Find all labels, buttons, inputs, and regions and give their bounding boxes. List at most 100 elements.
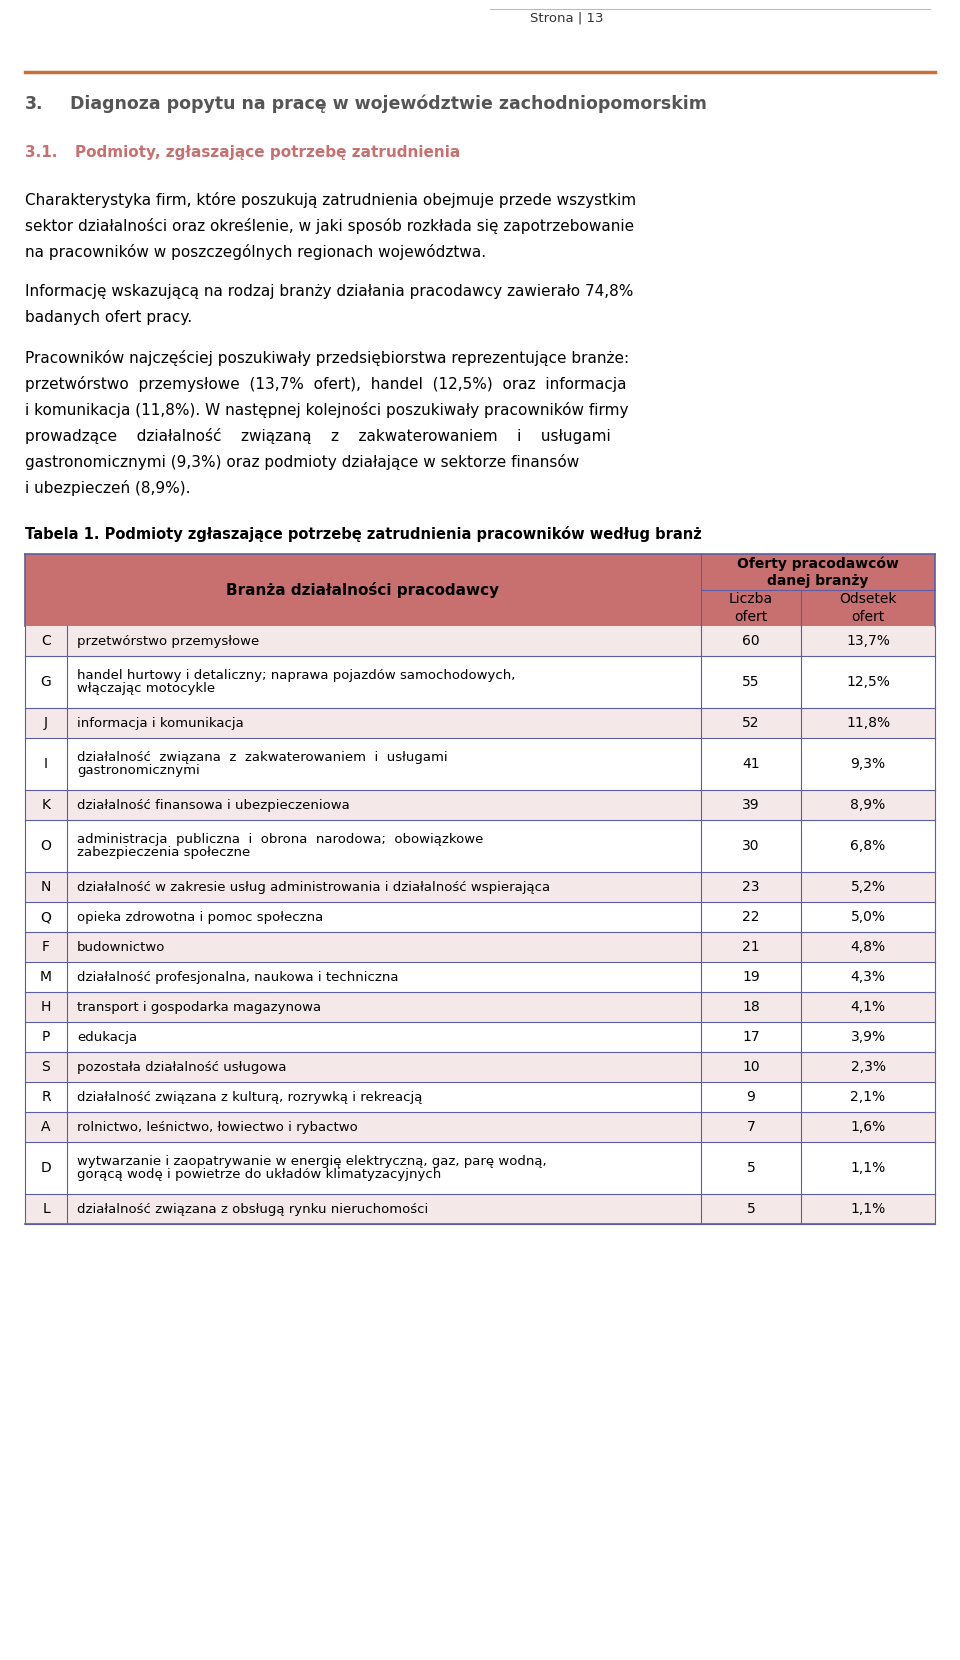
Bar: [25, 626, 935, 656]
Text: przetwórstwo  przemysłowe  (13,7%  ofert),  handel  (12,5%)  oraz  informacja: przetwórstwo przemysłowe (13,7% ofert), …: [25, 377, 627, 392]
Bar: [25, 993, 935, 1023]
Text: 52: 52: [742, 715, 759, 730]
Text: działalność  związana  z  zakwaterowaniem  i  usługami: działalność związana z zakwaterowaniem i…: [77, 750, 447, 764]
Text: zabezpieczenia społeczne: zabezpieczenia społeczne: [77, 847, 251, 858]
Text: 3.1.: 3.1.: [25, 144, 58, 159]
Text: 2,1%: 2,1%: [851, 1091, 885, 1104]
Text: I: I: [44, 757, 48, 770]
Bar: [25, 554, 701, 626]
Text: K: K: [41, 798, 51, 812]
Text: D: D: [40, 1160, 52, 1175]
Text: 18: 18: [742, 999, 760, 1014]
Bar: [25, 656, 935, 709]
Bar: [25, 709, 935, 739]
Text: J: J: [44, 715, 48, 730]
Text: 1,1%: 1,1%: [851, 1160, 886, 1175]
Bar: [25, 872, 935, 901]
Text: działalność związana z obsługą rynku nieruchomości: działalność związana z obsługą rynku nie…: [77, 1202, 428, 1215]
Text: edukacja: edukacja: [77, 1031, 137, 1044]
Text: i komunikacja (11,8%). W następnej kolejności poszukiwały pracowników firmy: i komunikacja (11,8%). W następnej kolej…: [25, 402, 629, 418]
Text: na pracowników w poszczególnych regionach województwa.: na pracowników w poszczególnych regionac…: [25, 244, 486, 261]
Text: 5: 5: [747, 1160, 756, 1175]
Bar: [25, 963, 935, 993]
Text: i ubezpieczeń (8,9%).: i ubezpieczeń (8,9%).: [25, 480, 190, 496]
Text: 1,6%: 1,6%: [851, 1120, 886, 1134]
Text: 1,1%: 1,1%: [851, 1202, 886, 1217]
Text: informacja i komunikacja: informacja i komunikacja: [77, 717, 244, 729]
Bar: [25, 901, 935, 931]
Text: Liczba
ofert: Liczba ofert: [729, 593, 773, 624]
Text: 60: 60: [742, 634, 759, 647]
Text: 30: 30: [742, 838, 759, 853]
Bar: [25, 1142, 935, 1194]
Text: 23: 23: [742, 880, 759, 895]
Text: rolnictwo, leśnictwo, łowiectwo i rybactwo: rolnictwo, leśnictwo, łowiectwo i rybact…: [77, 1120, 358, 1134]
Text: 13,7%: 13,7%: [846, 634, 890, 647]
Text: 8,9%: 8,9%: [851, 798, 886, 812]
Text: 2,3%: 2,3%: [851, 1061, 885, 1074]
Text: 4,1%: 4,1%: [851, 999, 885, 1014]
Bar: [25, 1052, 935, 1082]
Text: administracja  publiczna  i  obrona  narodowa;  obowiązkowe: administracja publiczna i obrona narodow…: [77, 833, 484, 847]
Text: 41: 41: [742, 757, 759, 770]
Text: P: P: [42, 1029, 50, 1044]
Text: 5,0%: 5,0%: [851, 910, 885, 925]
Text: 6,8%: 6,8%: [851, 838, 886, 853]
Bar: [25, 1194, 935, 1223]
Text: działalność profesjonalna, naukowa i techniczna: działalność profesjonalna, naukowa i tec…: [77, 971, 398, 983]
Text: 3.: 3.: [25, 95, 43, 113]
Text: 22: 22: [742, 910, 759, 925]
Text: 9,3%: 9,3%: [851, 757, 885, 770]
Text: działalność związana z kulturą, rozrywką i rekreacją: działalność związana z kulturą, rozrywką…: [77, 1091, 422, 1104]
Text: C: C: [41, 634, 51, 647]
Text: 4,8%: 4,8%: [851, 940, 885, 954]
Text: opieka zdrowotna i pomoc społeczna: opieka zdrowotna i pomoc społeczna: [77, 910, 324, 923]
Text: pozostała działalność usługowa: pozostała działalność usługowa: [77, 1061, 286, 1074]
Text: H: H: [41, 999, 51, 1014]
Bar: [25, 820, 935, 872]
Text: włączając motocykle: włączając motocykle: [77, 682, 215, 696]
Text: 19: 19: [742, 969, 760, 984]
Text: 4,3%: 4,3%: [851, 969, 885, 984]
Text: gastronomicznymi (9,3%) oraz podmioty działające w sektorze finansów: gastronomicznymi (9,3%) oraz podmioty dz…: [25, 453, 579, 470]
Text: Branża działalności pracodawcy: Branża działalności pracodawcy: [227, 583, 499, 598]
Text: Informację wskazującą na rodzaj branży działania pracodawcy zawierało 74,8%: Informację wskazującą na rodzaj branży d…: [25, 284, 634, 299]
Text: 21: 21: [742, 940, 759, 954]
Text: 5,2%: 5,2%: [851, 880, 885, 895]
Bar: [25, 739, 935, 790]
Text: handel hurtowy i detaliczny; naprawa pojazdów samochodowych,: handel hurtowy i detaliczny; naprawa poj…: [77, 669, 516, 682]
Bar: [25, 790, 935, 820]
Text: budownictwo: budownictwo: [77, 941, 165, 953]
Text: sektor działalności oraz określenie, w jaki sposób rozkłada się zapotrzebowanie: sektor działalności oraz określenie, w j…: [25, 217, 635, 234]
Text: 55: 55: [742, 676, 759, 689]
Text: gastronomicznymi: gastronomicznymi: [77, 764, 200, 777]
Text: badanych ofert pracy.: badanych ofert pracy.: [25, 310, 192, 325]
Text: Pracowników najczęściej poszukiwały przedsiębiorstwa reprezentujące branże:: Pracowników najczęściej poszukiwały prze…: [25, 350, 629, 365]
Text: 5: 5: [747, 1202, 756, 1217]
Text: G: G: [40, 676, 52, 689]
Text: A: A: [41, 1120, 51, 1134]
Text: Podmioty, zgłaszające potrzebę zatrudnienia: Podmioty, zgłaszające potrzebę zatrudnie…: [75, 144, 460, 159]
Text: działalność w zakresie usług administrowania i działalność wspierająca: działalność w zakresie usług administrow…: [77, 880, 550, 893]
Text: 3,9%: 3,9%: [851, 1029, 885, 1044]
Text: działalność finansowa i ubezpieczeniowa: działalność finansowa i ubezpieczeniowa: [77, 798, 349, 812]
Bar: [25, 1112, 935, 1142]
Bar: [25, 1023, 935, 1052]
Text: O: O: [40, 838, 52, 853]
Text: N: N: [41, 880, 51, 895]
Text: 10: 10: [742, 1061, 759, 1074]
Bar: [25, 931, 935, 963]
Bar: [701, 589, 935, 626]
Text: prowadzące    działalność    związaną    z    zakwaterowaniem    i    usługami: prowadzące działalność związaną z zakwat…: [25, 428, 611, 443]
Text: F: F: [42, 940, 50, 954]
Text: Tabela 1. Podmioty zgłaszające potrzebę zatrudnienia pracowników według branż: Tabela 1. Podmioty zgłaszające potrzebę …: [25, 526, 702, 543]
Text: L: L: [42, 1202, 50, 1217]
Text: 17: 17: [742, 1029, 759, 1044]
Text: Strona | 13: Strona | 13: [530, 12, 604, 25]
Text: 39: 39: [742, 798, 759, 812]
Text: Diagnoza popytu na pracę w województwie zachodniopomorskim: Diagnoza popytu na pracę w województwie …: [70, 95, 707, 113]
Text: wytwarzanie i zaopatrywanie w energię elektryczną, gaz, parę wodną,: wytwarzanie i zaopatrywanie w energię el…: [77, 1155, 546, 1169]
Text: Q: Q: [40, 910, 52, 925]
Text: 7: 7: [747, 1120, 756, 1134]
Text: Oferty pracodawców
danej branży: Oferty pracodawców danej branży: [737, 556, 899, 588]
